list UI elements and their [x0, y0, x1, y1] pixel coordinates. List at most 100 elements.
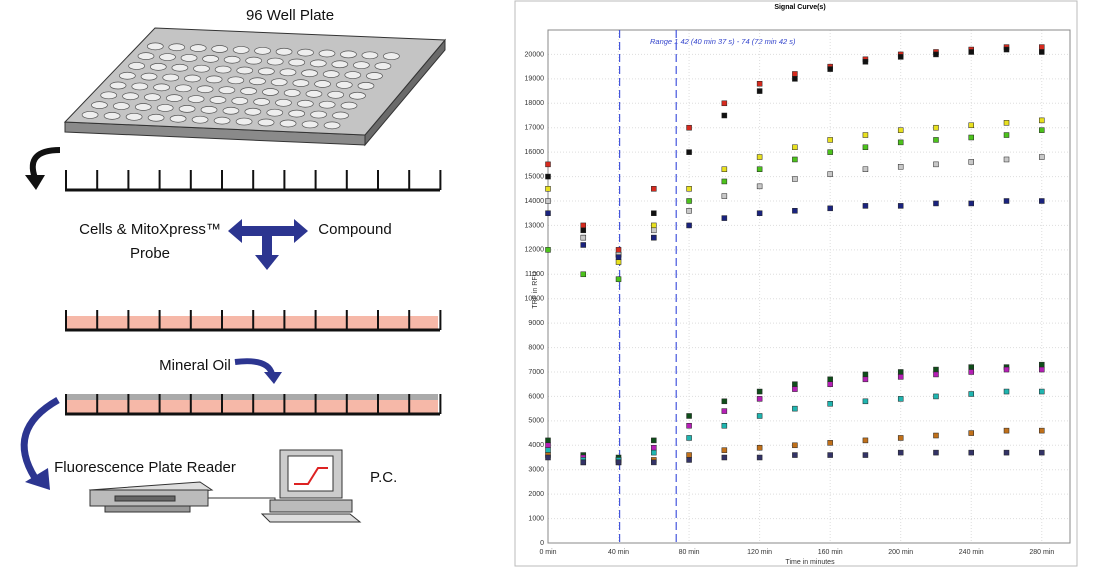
well: [165, 94, 183, 102]
point: [686, 413, 692, 419]
point: [756, 166, 763, 172]
well: [144, 93, 161, 102]
y-tick-label: 16000: [525, 149, 545, 156]
point: [651, 459, 657, 466]
well: [156, 104, 174, 112]
point: [545, 186, 551, 192]
cells-label: Cells & MitoXpress™: [79, 221, 221, 238]
y-tick-label: 15000: [525, 173, 545, 180]
point: [686, 124, 692, 131]
well: [297, 48, 314, 57]
well: [279, 119, 297, 128]
point: [792, 144, 798, 151]
point: [792, 176, 798, 182]
point: [827, 440, 833, 446]
point: [651, 234, 657, 241]
point: [897, 435, 904, 441]
point: [651, 186, 657, 192]
computer: [260, 449, 362, 523]
point: [756, 454, 763, 461]
point: [651, 437, 657, 444]
point: [827, 381, 833, 387]
point: [686, 457, 692, 463]
point: [721, 454, 728, 461]
well: [275, 47, 293, 56]
well: [301, 69, 318, 78]
well: [91, 101, 108, 109]
plate-title: 96 Well Plate: [246, 7, 334, 24]
well: [109, 81, 127, 90]
point: [651, 449, 657, 456]
point: [580, 222, 587, 229]
x-tick-label: 120 min: [747, 549, 772, 556]
well: [122, 92, 139, 101]
well: [335, 81, 353, 89]
point: [686, 186, 692, 192]
point: [933, 371, 939, 378]
point: [792, 71, 798, 77]
oil-label: Mineral Oil: [159, 357, 231, 374]
point: [933, 432, 939, 439]
point: [1003, 388, 1010, 395]
pc-label: P.C.: [370, 469, 397, 486]
point: [580, 227, 587, 234]
y-axis-title: TRF in RFU: [532, 271, 539, 308]
cross-arrow: [228, 219, 308, 270]
point: [862, 371, 869, 378]
point: [792, 452, 798, 458]
point: [1039, 361, 1045, 368]
y-tick-label: 13000: [525, 222, 545, 229]
well: [112, 102, 130, 110]
well: [270, 78, 288, 87]
point: [545, 198, 551, 204]
well: [257, 118, 275, 127]
well: [323, 121, 341, 130]
point: [933, 137, 939, 143]
point: [968, 449, 974, 456]
well: [202, 55, 219, 63]
point: [968, 159, 974, 165]
point: [756, 388, 763, 395]
well: [244, 107, 262, 116]
well: [266, 108, 284, 117]
point: [827, 149, 833, 155]
point: [1039, 154, 1045, 160]
x-tick-label: 160 min: [818, 549, 843, 556]
well: [211, 45, 229, 53]
point: [756, 88, 763, 94]
y-tick-label: 8000: [528, 344, 544, 351]
point: [1039, 388, 1045, 395]
y-tick-label: 4000: [528, 442, 544, 449]
point: [968, 122, 974, 129]
point: [862, 203, 869, 209]
well: [296, 99, 314, 108]
well: [310, 110, 327, 119]
well: [331, 60, 349, 69]
well: [137, 52, 155, 60]
point: [968, 369, 974, 375]
point: [862, 376, 869, 383]
point: [721, 100, 728, 107]
well: [258, 67, 275, 76]
point: [721, 215, 728, 221]
well: [196, 85, 214, 94]
point: [756, 80, 763, 87]
point: [827, 452, 833, 458]
cells-label: Probe: [130, 245, 170, 262]
well: [383, 52, 400, 61]
point: [933, 449, 939, 456]
point: [615, 276, 622, 282]
y-tick-label: 7000: [528, 369, 544, 376]
well: [305, 90, 323, 98]
well: [262, 88, 279, 96]
well: [314, 80, 331, 88]
well: [318, 49, 336, 58]
point: [1003, 46, 1010, 53]
point: [897, 449, 904, 456]
point: [933, 51, 939, 58]
diagram: 96 Well Plate Cells & MitoXpress™ Probe …: [20, 7, 447, 523]
well: [288, 109, 306, 118]
point: [545, 173, 551, 180]
point: [968, 391, 974, 397]
